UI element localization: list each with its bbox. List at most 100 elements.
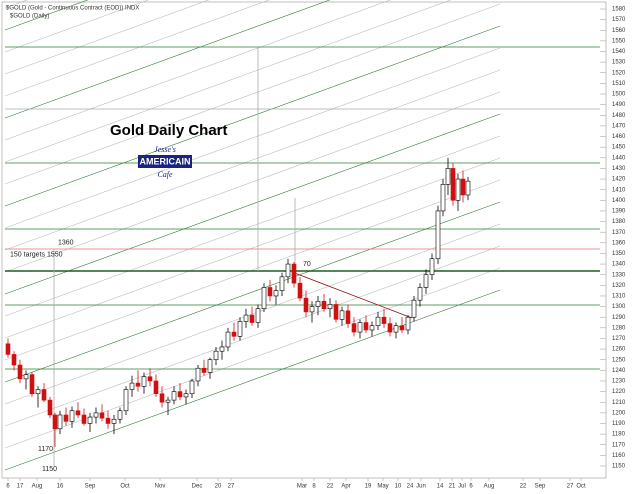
candle-body (261, 287, 267, 310)
y-tick-label: 1170 (612, 442, 626, 448)
annotation: 1170 (38, 446, 53, 453)
candle-body (219, 346, 225, 352)
candle-body (5, 343, 11, 355)
chart-subheader: $GOLD (Daily) (10, 14, 49, 20)
candle-body (363, 322, 369, 331)
candle-body (123, 389, 129, 412)
candle-body (117, 410, 123, 420)
x-tick-label: May (377, 484, 388, 490)
y-tick-label: 1340 (612, 262, 626, 268)
candle-body (339, 310, 345, 320)
y-tick-label: 1410 (612, 187, 626, 193)
x-tick-label: Aug (484, 484, 495, 490)
candle-body (29, 374, 35, 395)
fan-line (4, 0, 210, 75)
fan-line (4, 157, 501, 339)
candle-body (399, 325, 405, 331)
candle-body (165, 399, 171, 403)
fan-line (4, 201, 501, 383)
candle-body (369, 325, 375, 331)
x-tick-label: Aug (32, 484, 43, 490)
fan-line (4, 47, 501, 229)
x-tick-label: 17 (17, 484, 24, 490)
y-tick-label: 1310 (612, 294, 626, 300)
y-tick-label: 1500 (612, 92, 626, 98)
y-tick-label: 1360 (612, 240, 626, 246)
candle-body (309, 306, 315, 313)
y-tick-label: 1560 (612, 28, 626, 34)
fan-line (4, 245, 501, 427)
x-tick-label: 21 (449, 484, 456, 490)
y-tick-label: 1280 (612, 325, 626, 331)
y-tick-label: 1510 (612, 81, 626, 87)
candle-body (273, 290, 279, 297)
y-tick-label: 1210 (612, 400, 626, 406)
candle-body (429, 258, 435, 275)
candle-body (315, 300, 321, 307)
y-tick-label: 1330 (612, 272, 626, 278)
candle-body (279, 276, 285, 291)
x-tick-label: 19 (365, 484, 372, 490)
candle-body (381, 316, 387, 324)
candle-body (153, 380, 159, 395)
x-tick-label: 8 (312, 484, 316, 490)
y-tick-label: 1580 (612, 7, 626, 13)
annotation: 1360 (58, 240, 74, 247)
candle-body (23, 374, 29, 380)
candle-body (47, 399, 53, 416)
x-tick-label: Apr (341, 484, 350, 490)
candle-body (63, 414, 69, 422)
x-tick-label: Oct (576, 484, 586, 490)
logo: Jesse's AMERICAIN Cafe (138, 145, 192, 179)
candle-body (321, 300, 327, 310)
fan-line (4, 0, 331, 119)
y-tick-label: 1570 (612, 17, 626, 23)
x-tick-label: Oct (120, 484, 130, 490)
candle-body (183, 393, 189, 398)
y-tick-label: 1460 (612, 134, 626, 140)
candle-body (387, 323, 393, 333)
x-tick-label: 6 (6, 484, 10, 490)
logo-line: Cafe (157, 170, 173, 179)
candle-body (255, 308, 261, 323)
plot-frame (1, 1, 607, 479)
candle-body (81, 414, 87, 424)
candle-body (52, 414, 58, 430)
annotation: 70 (303, 261, 311, 268)
candle-body (249, 314, 255, 323)
fan-line (4, 69, 501, 251)
fan-line (4, 91, 501, 273)
y-tick-label: 1530 (612, 60, 626, 66)
x-tick-label: Mar (297, 484, 307, 490)
fan-line (4, 135, 501, 317)
x-tick-label: 16 (57, 484, 64, 490)
candle-body (405, 316, 411, 331)
chart-title: Gold Daily Chart (110, 122, 228, 139)
y-tick-label: 1550 (612, 38, 626, 44)
candle-body (105, 417, 111, 424)
candle-body (111, 418, 117, 424)
fan-line (4, 113, 501, 295)
candle-body (69, 410, 75, 422)
y-tick-label: 1450 (612, 145, 626, 151)
candle-body (297, 282, 303, 299)
candle-body (75, 410, 81, 416)
candle-body (225, 331, 231, 348)
x-tick-label: 6 (469, 484, 473, 490)
candle-body (460, 178, 466, 196)
candle-body (159, 393, 165, 403)
x-tick-label: 10 (395, 484, 402, 490)
y-tick-label: 1300 (612, 304, 626, 310)
candle-body (147, 376, 153, 382)
fan-line (4, 179, 501, 361)
candle-body (87, 416, 93, 424)
candle-body (440, 184, 446, 212)
logo-line: Jesse's (154, 145, 176, 154)
y-tick-label: 1470 (612, 123, 626, 129)
candle-body (141, 376, 147, 387)
candle-body (189, 380, 195, 395)
logo-line: AMERICAIN (140, 156, 191, 166)
y-tick-label: 1490 (612, 102, 626, 108)
